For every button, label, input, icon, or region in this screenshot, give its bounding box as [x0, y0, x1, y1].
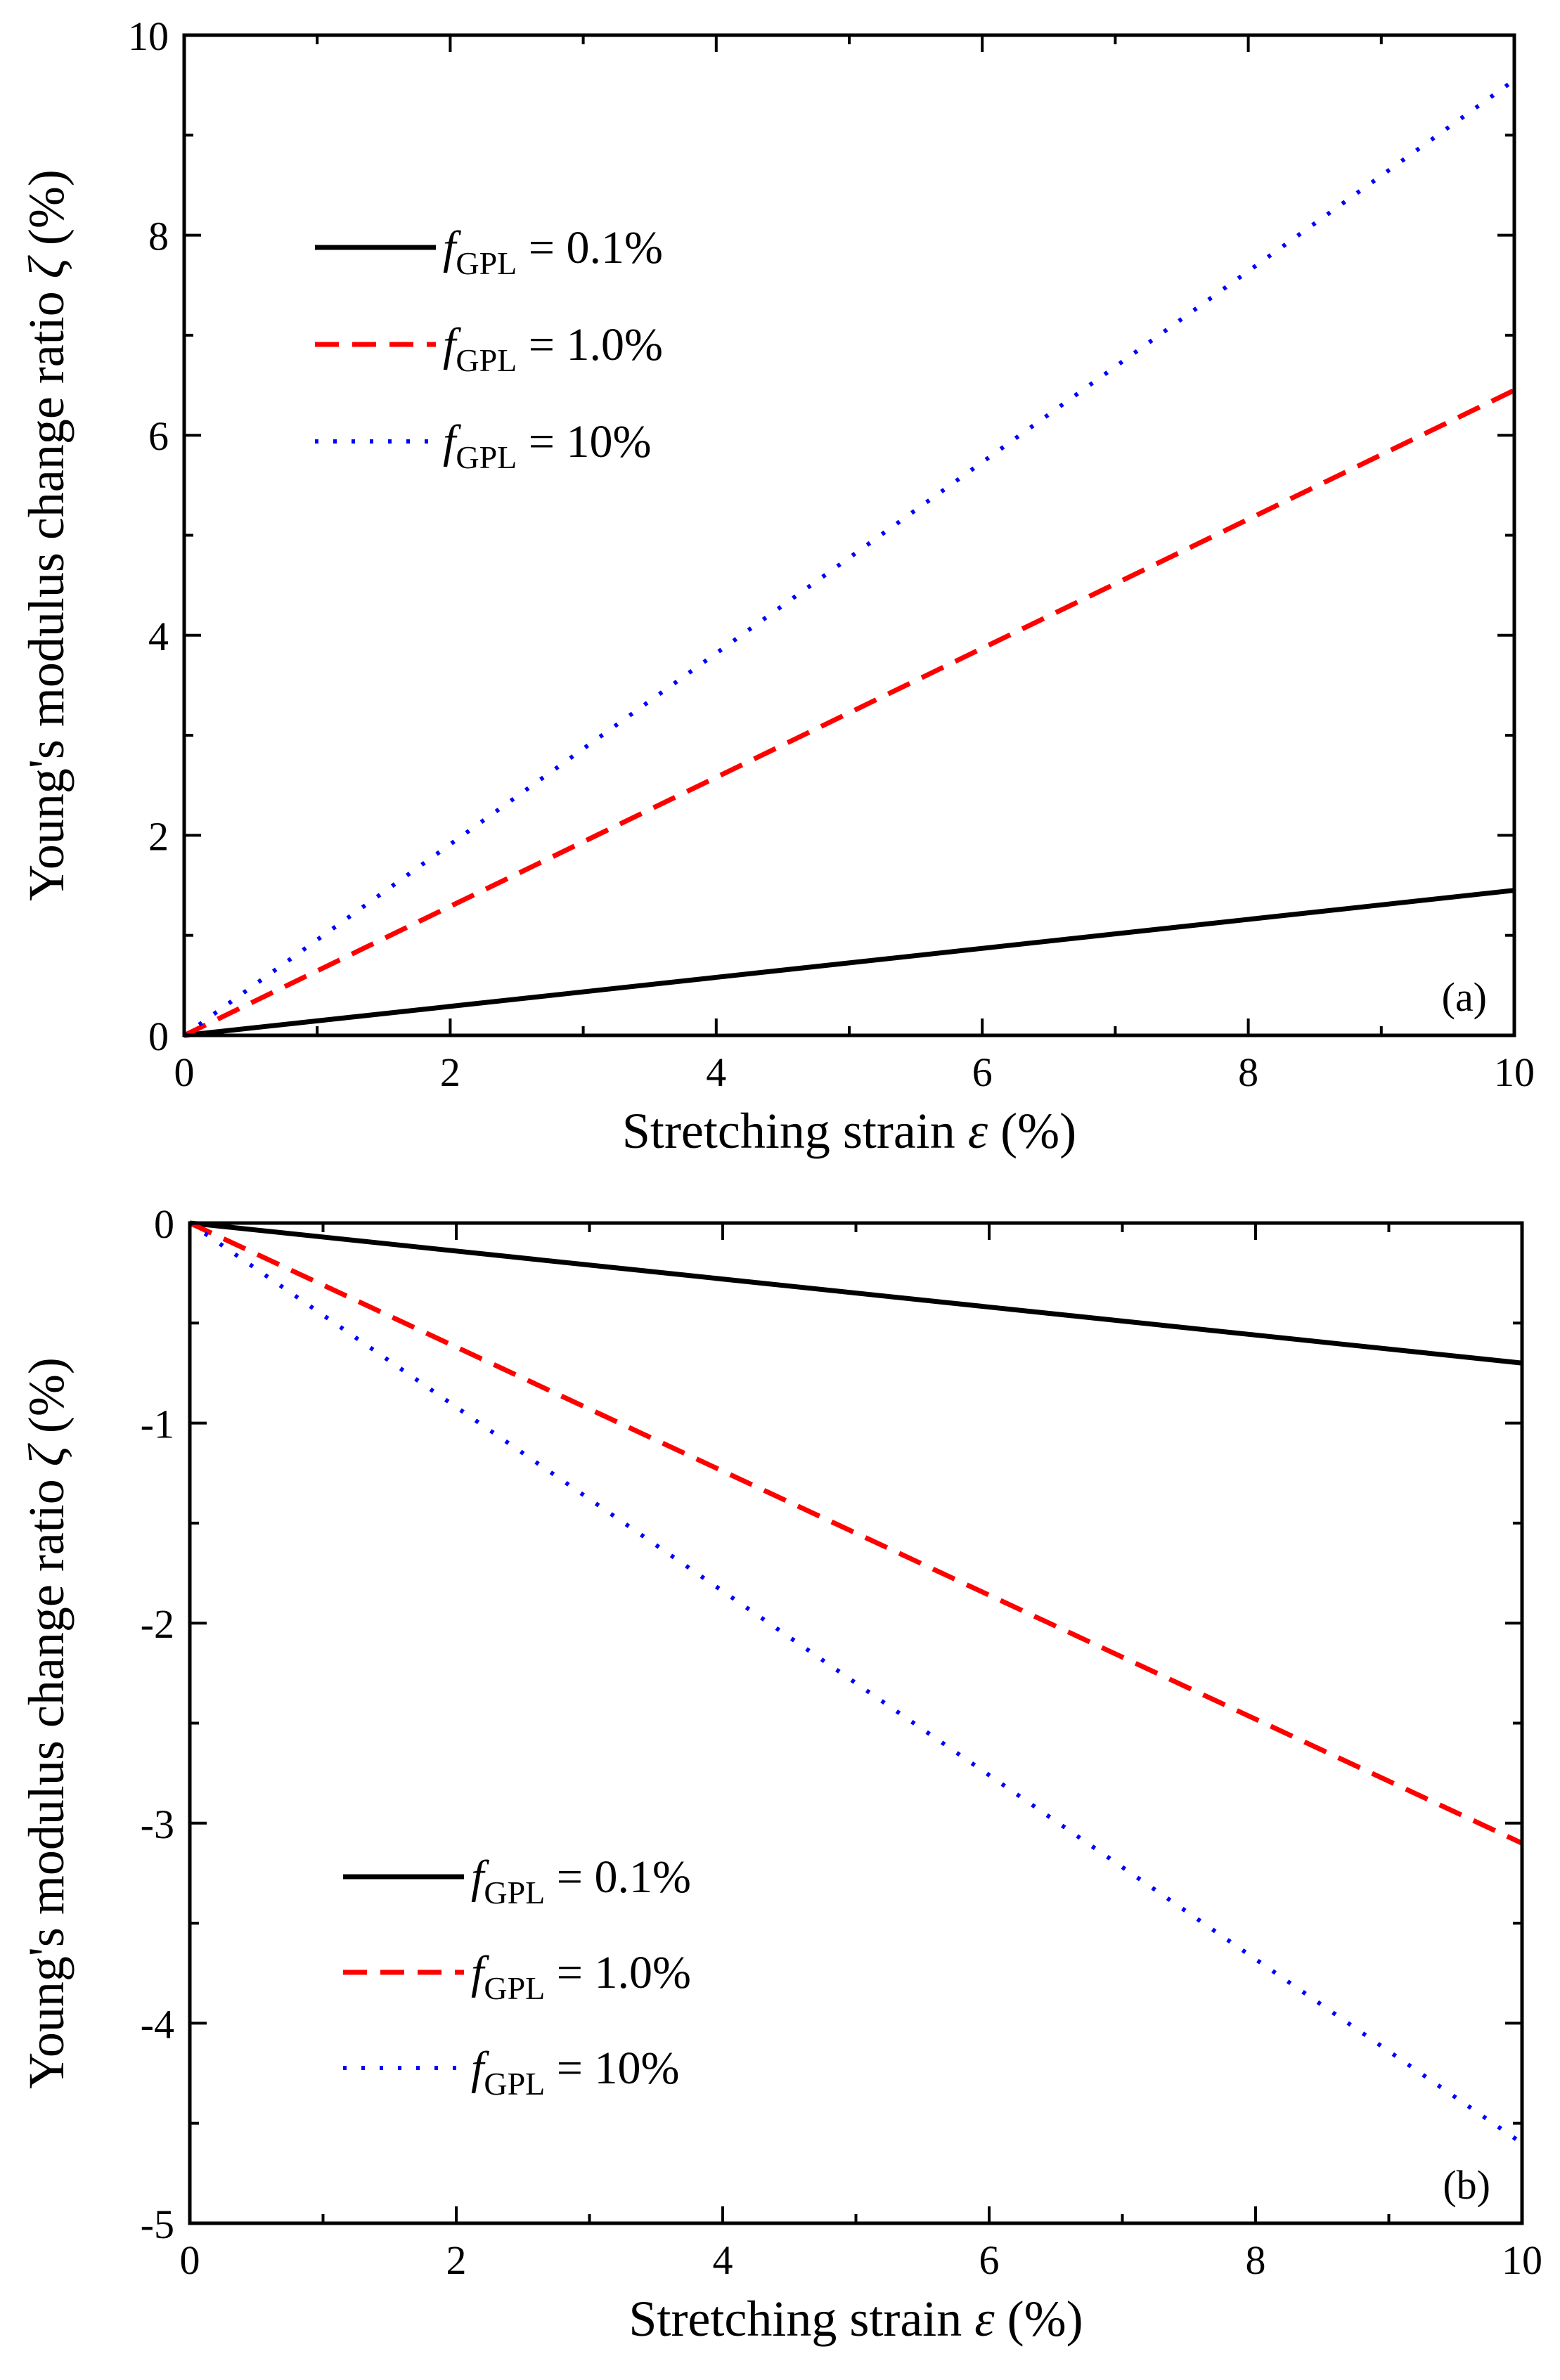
y-tick-label: 8 — [148, 214, 169, 259]
x-tick-label: 8 — [1238, 1049, 1258, 1095]
y-tick-label: 2 — [148, 813, 169, 859]
x-tick-label: 6 — [979, 2237, 1000, 2283]
x-tick-label: 4 — [713, 2237, 733, 2283]
y-tick-label: 0 — [154, 1201, 174, 1247]
y-tick-label: 4 — [148, 614, 169, 659]
x-tick-label: 8 — [1246, 2237, 1266, 2283]
x-axis-title: Stretching strain ε (%) — [622, 1103, 1076, 1159]
x-tick-label: 2 — [446, 2237, 467, 2283]
panel-a: 0 2 4 6 8 10 0 2 4 6 8 10 Stretching strain ε (%) You… — [18, 13, 1535, 1159]
series-line-1 — [189, 1220, 1523, 1366]
series-line-3 — [183, 78, 1516, 1037]
x-tick-label: 6 — [972, 1049, 993, 1095]
x-tick-label: 0 — [180, 2237, 200, 2283]
legend-label-1: fGPL = 0.1% — [443, 222, 663, 281]
series-line-2 — [183, 388, 1516, 1038]
plot-frame — [188, 1221, 1524, 2225]
y-tick-label: 6 — [148, 413, 169, 459]
y-axis-title: Young's modulus change ratio ζ (%) — [18, 1357, 75, 2089]
y-axis-title: Young's modulus change ratio ζ (%) — [18, 169, 75, 901]
x-tick-label: 10 — [1494, 1049, 1535, 1095]
legend-label-2: fGPL = 1.0% — [471, 1947, 691, 2006]
legend-label-3: fGPL = 10% — [471, 2043, 679, 2102]
y-tick-label: 0 — [148, 1014, 169, 1059]
y-tick-label: -5 — [141, 2201, 174, 2247]
legend-label-1: fGPL = 0.1% — [471, 1851, 691, 1910]
x-tick-label: 4 — [706, 1049, 726, 1095]
plot-frame — [182, 33, 1516, 1037]
series-line-1 — [183, 888, 1515, 1038]
y-tick-label: 10 — [128, 13, 169, 59]
legend-label-3: fGPL = 10% — [443, 416, 651, 475]
y-tick-label: -3 — [141, 1802, 174, 1847]
x-tick-label: 0 — [174, 1049, 195, 1095]
panel-b: 0 2 4 6 8 10 -5 -4 -3 -2 -1 0 Stretching strain ε (%… — [18, 1201, 1542, 2347]
y-tick-label: -4 — [141, 2001, 174, 2047]
series-line-2 — [188, 1220, 1523, 1846]
x-tick-label: 2 — [440, 1049, 460, 1095]
x-tick-label: 10 — [1502, 2237, 1542, 2283]
y-tick-label: -2 — [141, 1601, 174, 1647]
series-line-3 — [188, 1221, 1523, 2145]
panel-tag: (a) — [1442, 974, 1487, 1020]
y-tick-label: -1 — [141, 1402, 174, 1447]
panel-tag: (b) — [1443, 2162, 1490, 2208]
x-axis-title: Stretching strain ε (%) — [628, 2291, 1083, 2347]
legend-label-2: fGPL = 1.0% — [443, 319, 663, 378]
